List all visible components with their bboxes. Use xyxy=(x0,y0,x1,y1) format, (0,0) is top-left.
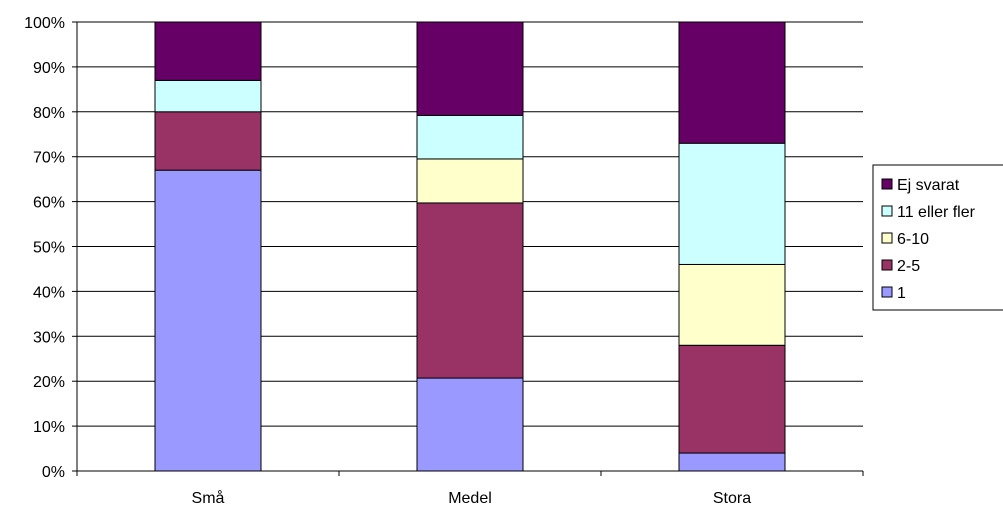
y-tick-label: 10% xyxy=(33,419,65,436)
bar-segment-stora-2-5 xyxy=(678,344,786,454)
bar-segment-medel-11-eller-fler xyxy=(416,114,524,160)
y-tick-label: 0% xyxy=(42,464,65,481)
y-tick-label: 50% xyxy=(33,240,65,257)
legend-label: Ej svarat xyxy=(897,177,960,194)
bar-segment-sm--2-5 xyxy=(154,111,262,171)
legend-swatch xyxy=(881,232,893,244)
bar-segment-medel-2-5 xyxy=(416,202,524,379)
y-tick-label: 40% xyxy=(33,284,65,301)
legend-swatch xyxy=(881,205,893,217)
y-tick-label: 20% xyxy=(33,374,65,391)
bar-segment-stora-6-10 xyxy=(678,263,786,346)
legend-swatch xyxy=(881,259,893,271)
bar-segment-medel-ej-svarat xyxy=(416,21,524,116)
bar-segment-sm--ej-svarat xyxy=(154,21,262,81)
bar-segment-stora-11-eller-fler xyxy=(678,142,786,265)
y-tick-label: 100% xyxy=(24,15,65,32)
y-tick-label: 70% xyxy=(33,150,65,167)
bar-segment-stora-1 xyxy=(678,452,786,472)
y-tick-label: 90% xyxy=(33,60,65,77)
legend-label: 6-10 xyxy=(897,231,929,248)
bar-segment-medel-6-10 xyxy=(416,158,524,204)
bar-segment-medel-1 xyxy=(416,377,524,472)
x-tick-label: Medel xyxy=(448,490,492,507)
y-tick-label: 60% xyxy=(33,195,65,212)
legend-label: 11 eller fler xyxy=(897,204,976,221)
y-axis: 0% 10% 20% 30% 40% 50% 60% 70% 80% 90% 100% xyxy=(24,15,78,481)
y-tick-label: 30% xyxy=(33,329,65,346)
bar-segment-sm--11-eller-fler xyxy=(154,79,262,113)
y-tick-label: 80% xyxy=(33,105,65,122)
x-tick-label: Stora xyxy=(713,490,751,507)
legend: Ej svarat 11 eller fler 6-10 2-5 1 xyxy=(872,164,1003,311)
legend-swatch xyxy=(881,286,893,298)
legend-label: 1 xyxy=(897,285,906,302)
x-tick-label: Små xyxy=(192,489,225,507)
bar-segment-stora-ej-svarat xyxy=(678,21,786,144)
bar-segment-sm--1 xyxy=(154,169,262,472)
legend-label: 2-5 xyxy=(897,258,920,275)
legend-swatch xyxy=(881,178,893,190)
bars xyxy=(154,21,786,472)
x-axis: Små Medel Stora xyxy=(76,470,864,507)
legend-box xyxy=(872,164,1003,311)
